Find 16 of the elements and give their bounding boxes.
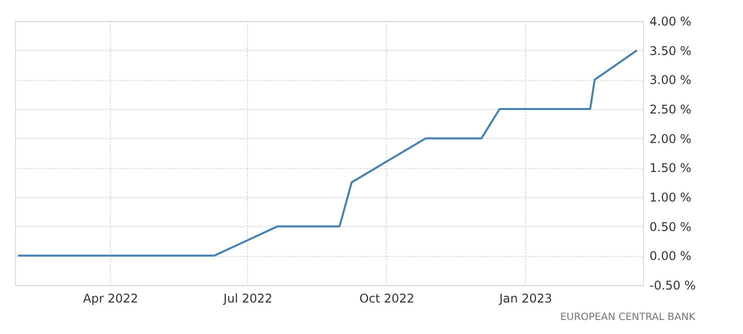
y-tick-label: 0.00 % bbox=[650, 249, 692, 264]
y-tick-label: 2.00 % bbox=[650, 132, 692, 146]
y-tick-label: 3.50 % bbox=[650, 44, 692, 58]
y-tick-label: 1.00 % bbox=[650, 190, 692, 204]
x-tick-label: Oct 2022 bbox=[359, 292, 414, 306]
y-tick-label: 3.00 % bbox=[650, 73, 692, 88]
x-tick-label: Jan 2023 bbox=[498, 292, 552, 306]
text: EUROPEAN CENTRAL BANK bbox=[560, 312, 696, 323]
y-tick-label: -0.50 % bbox=[650, 278, 696, 292]
y-tick-label: 4.00 % bbox=[650, 14, 692, 28]
x-tick-label: Jul 2022 bbox=[222, 292, 272, 306]
x-tick-label: Apr 2022 bbox=[83, 292, 138, 306]
y-tick-label: 0.50 % bbox=[650, 220, 692, 234]
y-tick-label: 1.50 % bbox=[650, 161, 692, 176]
line-series bbox=[17, 49, 638, 257]
y-tick-label: 2.50 % bbox=[650, 102, 692, 116]
